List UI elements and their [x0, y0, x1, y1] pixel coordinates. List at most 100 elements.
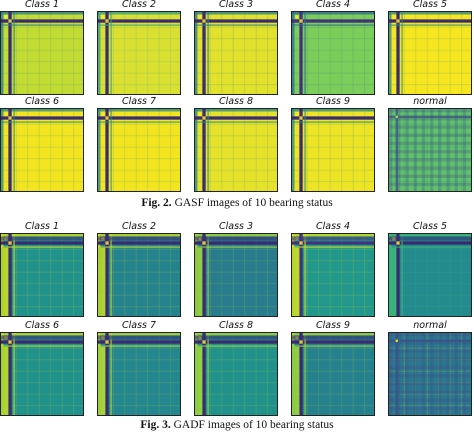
corner-highlight [299, 340, 303, 344]
texture-line [306, 109, 308, 191]
edge-band [195, 12, 277, 15]
stripe-horizontal [195, 116, 277, 120]
texture-line [98, 405, 180, 407]
edge-band [195, 335, 277, 340]
stripe-horizontal [195, 24, 277, 26]
stripe-vertical [304, 234, 306, 316]
corner-highlight [8, 116, 12, 120]
texture-line [292, 181, 374, 183]
matrix-image [98, 109, 180, 191]
texture-line [98, 181, 180, 183]
gadf-image [291, 233, 375, 317]
texture-line [389, 84, 471, 86]
texture-band [430, 109, 434, 191]
texture-line [449, 109, 451, 191]
gasf-image [194, 108, 278, 192]
texture-line [195, 26, 277, 28]
stripe-vertical [396, 234, 400, 316]
texture-line [98, 294, 180, 296]
gasf-image [291, 108, 375, 192]
stripe-horizontal [1, 19, 83, 23]
texture-line [38, 333, 40, 415]
texture-line [426, 234, 428, 316]
texture-line [352, 234, 354, 316]
texture-band [389, 390, 471, 394]
texture-line [389, 72, 471, 74]
panel-title: Class 5 [412, 221, 448, 232]
texture-line [267, 109, 269, 191]
stripe-horizontal [292, 345, 374, 347]
texture-line [1, 382, 83, 384]
texture-line [170, 234, 172, 316]
texture-line [267, 12, 269, 94]
texture-line [364, 109, 366, 191]
edge-band [1, 234, 83, 237]
corner-highlight [202, 19, 206, 23]
edge-band [1, 12, 4, 94]
texture-line [195, 38, 277, 40]
texture-line [195, 181, 277, 183]
texture-line [292, 146, 374, 148]
texture-line [195, 370, 277, 372]
figure-caption: Fig. 3. GADF images of 10 bearing status [0, 419, 474, 431]
matrix-image [195, 234, 277, 316]
edge-band [1, 335, 83, 340]
accent-band [197, 346, 203, 415]
texture-line [50, 234, 52, 316]
texture-line [158, 109, 160, 191]
stripe-horizontal [389, 241, 471, 245]
gadf-image [388, 332, 472, 416]
texture-band [389, 125, 471, 129]
edge-band [292, 234, 295, 316]
texture-line [461, 234, 463, 316]
texture-line [318, 234, 320, 316]
texture-line [195, 158, 277, 160]
texture-line [1, 38, 83, 40]
stripe-vertical [395, 109, 399, 191]
stripe-horizontal [98, 345, 180, 347]
texture-line [292, 26, 374, 28]
stripe-horizontal [292, 340, 374, 344]
texture-line [1, 123, 83, 125]
stripe-horizontal [389, 246, 471, 248]
texture-line [292, 382, 374, 384]
texture-line [426, 109, 428, 191]
texture-line [158, 234, 160, 316]
texture-band [389, 374, 471, 378]
stripe-vertical [299, 333, 303, 415]
texture-line [341, 109, 343, 191]
texture-band [454, 109, 458, 191]
accent-band [100, 346, 106, 415]
texture-line [1, 260, 83, 262]
stripe-horizontal [1, 121, 83, 123]
texture-line [195, 61, 277, 63]
texture-line [27, 234, 29, 316]
texture-line [318, 333, 320, 415]
corner-highlight [299, 19, 303, 23]
texture-line [98, 123, 180, 125]
texture-line [50, 333, 52, 415]
matrix-image [1, 234, 83, 316]
texture-line [195, 271, 277, 273]
texture-line [1, 181, 83, 183]
texture-line [364, 234, 366, 316]
texture-line [1, 405, 83, 407]
panel-title: Class 2 [121, 0, 157, 10]
edge-band [98, 109, 180, 112]
texture-line [389, 382, 471, 384]
texture-line [232, 333, 234, 415]
texture-line [98, 84, 180, 86]
stripe-vertical [304, 333, 306, 415]
texture-band [397, 333, 401, 415]
texture-line [1, 135, 83, 137]
corner-highlight [105, 116, 109, 120]
matrix-background [389, 12, 471, 94]
panel-title: Class 5 [412, 0, 448, 10]
texture-line [209, 109, 211, 191]
edge-band [389, 234, 392, 316]
texture-band [438, 109, 442, 191]
texture-line [195, 347, 277, 349]
texture-band [389, 166, 471, 170]
texture-line [403, 234, 405, 316]
matrix-background [292, 333, 374, 415]
